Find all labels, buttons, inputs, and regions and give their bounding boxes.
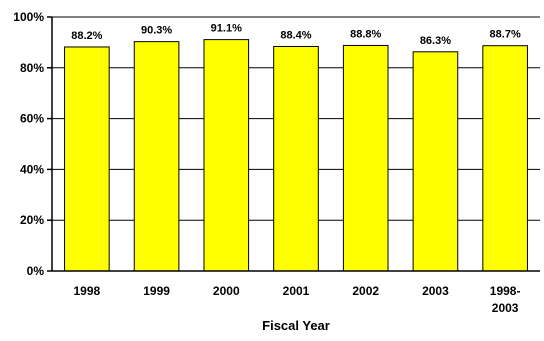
y-tick-label: 80% xyxy=(20,61,44,75)
x-tick-label: 2002 xyxy=(352,284,379,298)
x-tick-label: 2001 xyxy=(283,284,310,298)
data-label: 86.3% xyxy=(420,35,451,47)
bar-1999 xyxy=(133,41,180,272)
x-tick-label: 1999 xyxy=(143,284,170,298)
y-tick-label: 0% xyxy=(27,264,45,278)
data-labels: 88.2% 90.3% 91.1% 88.4% 88.8% 86.3% 88.7% xyxy=(71,23,521,47)
data-label: 88.8% xyxy=(350,28,381,40)
bars xyxy=(64,39,528,272)
y-tick-label: 40% xyxy=(20,162,44,176)
data-label: 88.4% xyxy=(280,29,311,41)
bar-2000 xyxy=(203,39,250,272)
data-label: 88.7% xyxy=(490,29,521,41)
x-tick-label: 2003 xyxy=(422,284,449,298)
x-tick-label: 2000 xyxy=(213,284,240,298)
x-tick-label: 1998-2003 xyxy=(490,284,521,315)
axes: 0% 20% 40% 60% 80% 100% 1998 1999 2000 2001 2002 20… xyxy=(13,10,540,315)
bar-2001 xyxy=(273,45,319,272)
data-label: 88.2% xyxy=(71,30,102,42)
bar-2002 xyxy=(342,44,389,272)
y-tick-label: 20% xyxy=(20,213,44,227)
x-tick-label: 1998 xyxy=(74,284,101,298)
data-label: 91.1% xyxy=(211,23,242,35)
x-axis-title: Fiscal Year xyxy=(262,318,330,333)
bar-1998-2003 xyxy=(482,45,528,272)
bar-2003 xyxy=(412,51,459,272)
data-label: 90.3% xyxy=(141,25,172,37)
y-tick-label: 60% xyxy=(20,112,44,126)
y-tick-label: 100% xyxy=(13,10,44,24)
bar-1998 xyxy=(64,46,110,272)
